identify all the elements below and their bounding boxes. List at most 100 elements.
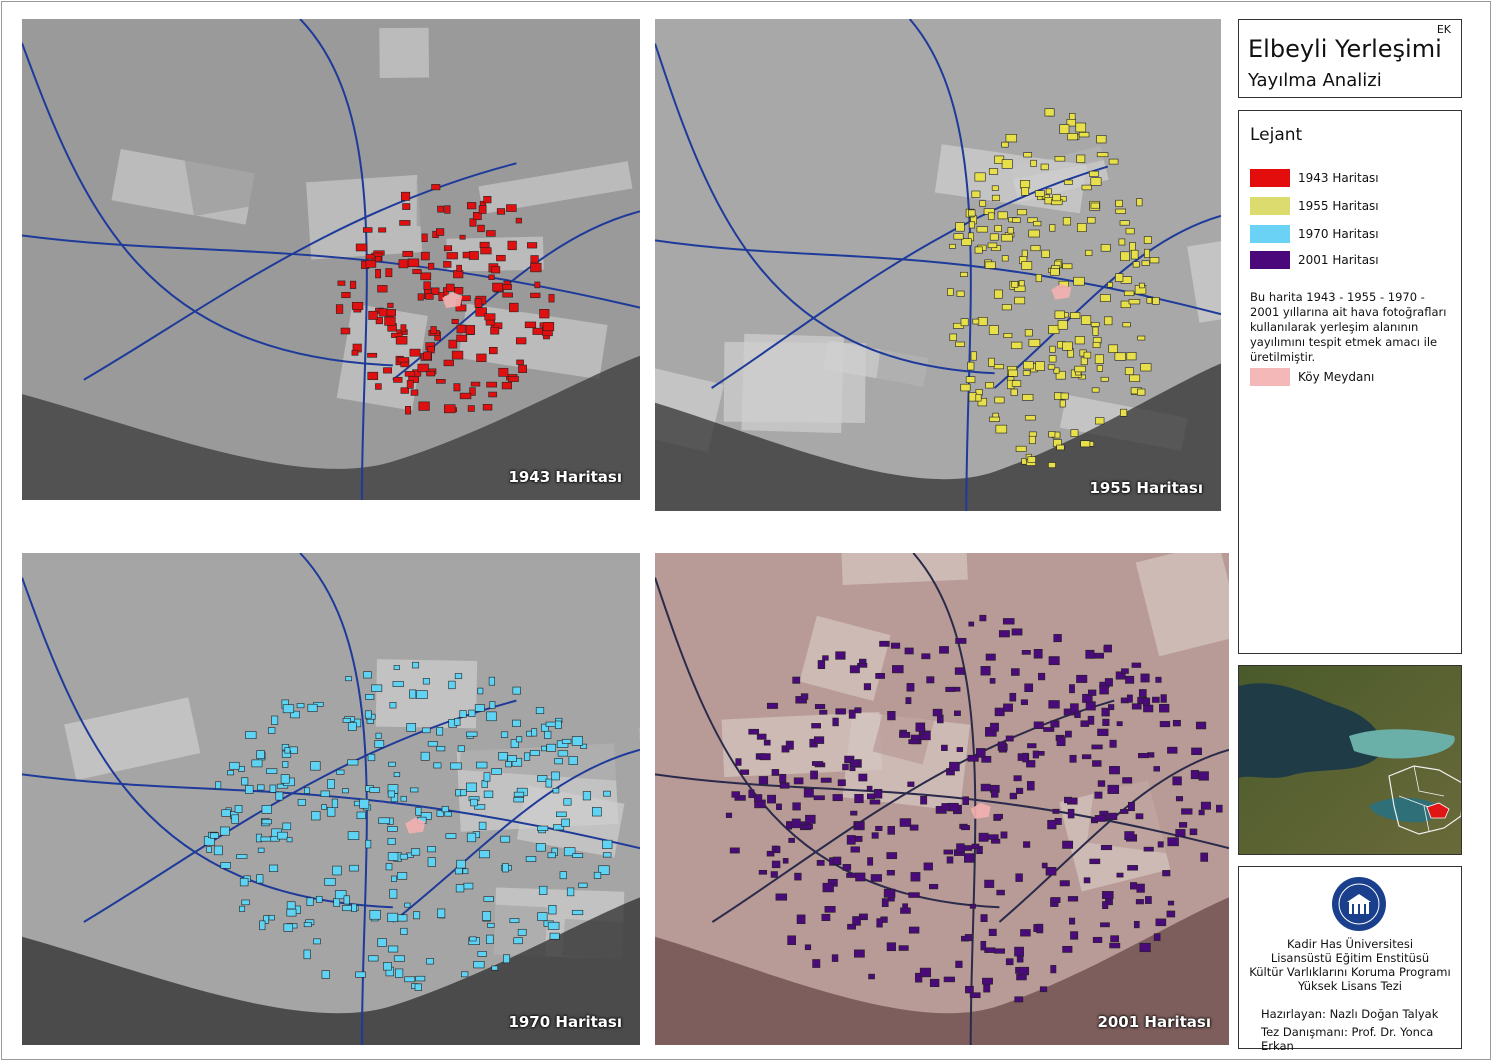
- building: [477, 951, 487, 957]
- building: [548, 294, 555, 303]
- building: [436, 228, 445, 236]
- building: [854, 793, 864, 804]
- valley-band: [22, 897, 640, 1045]
- building: [524, 752, 531, 761]
- road-line: [655, 239, 1221, 316]
- building: [1011, 628, 1023, 636]
- building: [241, 899, 250, 906]
- building: [1048, 355, 1057, 363]
- building: [785, 740, 794, 750]
- building: [313, 938, 321, 945]
- building: [524, 321, 537, 329]
- building: [943, 976, 955, 983]
- building: [1181, 808, 1193, 815]
- building: [321, 804, 327, 810]
- building: [1016, 209, 1028, 216]
- building: [443, 359, 454, 367]
- building: [421, 233, 428, 242]
- building: [488, 346, 498, 355]
- building: [1167, 837, 1179, 847]
- building: [400, 324, 407, 333]
- building: [482, 911, 492, 921]
- building: [956, 843, 965, 853]
- building: [436, 726, 444, 736]
- building: [303, 921, 312, 928]
- road-line: [22, 42, 393, 367]
- building: [1167, 746, 1178, 754]
- building: [257, 784, 265, 791]
- valley-band: [655, 897, 1229, 1045]
- building: [1011, 668, 1020, 676]
- building: [968, 209, 976, 217]
- building: [417, 363, 429, 373]
- building: [368, 310, 378, 320]
- building: [473, 961, 485, 969]
- building: [1159, 703, 1170, 713]
- building: [462, 251, 471, 259]
- building: [1143, 236, 1152, 244]
- building: [307, 703, 318, 712]
- building: [1028, 229, 1040, 238]
- legend-item-2001: 2001 Haritası: [1250, 251, 1379, 269]
- legend-description: Bu harita 1943 - 1955 - 1970 - 2001 yıll…: [1250, 290, 1447, 364]
- building: [1145, 896, 1152, 904]
- building: [1015, 445, 1027, 452]
- building: [457, 745, 465, 752]
- building: [805, 814, 816, 824]
- building: [1136, 883, 1145, 893]
- building: [908, 892, 920, 898]
- building: [456, 859, 466, 869]
- building: [1101, 707, 1110, 717]
- building: [404, 371, 416, 377]
- building: [221, 809, 231, 817]
- building: [332, 865, 342, 876]
- building: [349, 864, 359, 872]
- building: [1011, 281, 1019, 288]
- building: [391, 875, 397, 882]
- building: [731, 791, 740, 798]
- building: [306, 897, 314, 906]
- field-patch: [446, 236, 544, 272]
- building: [378, 817, 390, 825]
- map-year-label: 2001 Haritası: [1097, 1013, 1211, 1031]
- building: [478, 850, 490, 859]
- building: [400, 795, 407, 802]
- map-2001: 2001 Haritası: [655, 553, 1229, 1045]
- building: [879, 640, 890, 647]
- credit-prepared-by: Hazırlayan: Nazlı Doğan Talyak: [1261, 1007, 1439, 1021]
- building: [1065, 730, 1072, 738]
- building: [978, 832, 989, 842]
- building: [1124, 831, 1135, 841]
- building: [887, 711, 896, 721]
- building: [342, 718, 351, 723]
- building: [367, 371, 379, 380]
- building: [1122, 322, 1131, 328]
- building: [1141, 260, 1150, 266]
- building: [401, 191, 411, 201]
- building: [929, 978, 940, 988]
- building: [387, 826, 398, 832]
- road-line: [83, 162, 517, 381]
- building: [977, 317, 988, 326]
- building: [1027, 456, 1036, 463]
- building: [792, 676, 801, 684]
- credits-box: Kadir Has Üniversitesi Lisansüstü Eğitim…: [1238, 866, 1462, 1053]
- road-line: [655, 43, 995, 375]
- field-patch: [22, 783, 139, 877]
- building: [341, 291, 351, 299]
- building: [271, 715, 279, 725]
- aerial-photo: [655, 553, 1229, 1045]
- building: [875, 825, 883, 831]
- building: [336, 769, 345, 775]
- building: [1050, 897, 1061, 904]
- building: [450, 762, 462, 770]
- building: [1160, 694, 1167, 703]
- building: [848, 709, 856, 719]
- credit-institute: Lisansüstü Eğitim Enstitüsü: [1270, 951, 1430, 965]
- building: [491, 266, 501, 274]
- map-1970: 1970 Haritası: [22, 553, 640, 1045]
- building: [1200, 801, 1211, 810]
- building: [311, 811, 321, 821]
- building: [919, 967, 931, 978]
- credit-degree: Yüksek Lisans Tezi: [1298, 979, 1402, 993]
